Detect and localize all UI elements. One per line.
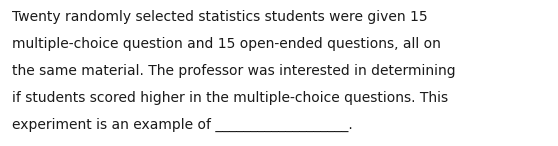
Text: if students scored higher in the multiple-choice questions. This: if students scored higher in the multipl… [12,91,449,105]
Text: Twenty randomly selected statistics students were given 15: Twenty randomly selected statistics stud… [12,10,428,24]
Text: multiple-choice question and 15 open-ended questions, all on: multiple-choice question and 15 open-end… [12,37,441,51]
Text: experiment is an example of ___________________.: experiment is an example of ____________… [12,118,353,132]
Text: the same material. The professor was interested in determining: the same material. The professor was int… [12,64,456,78]
